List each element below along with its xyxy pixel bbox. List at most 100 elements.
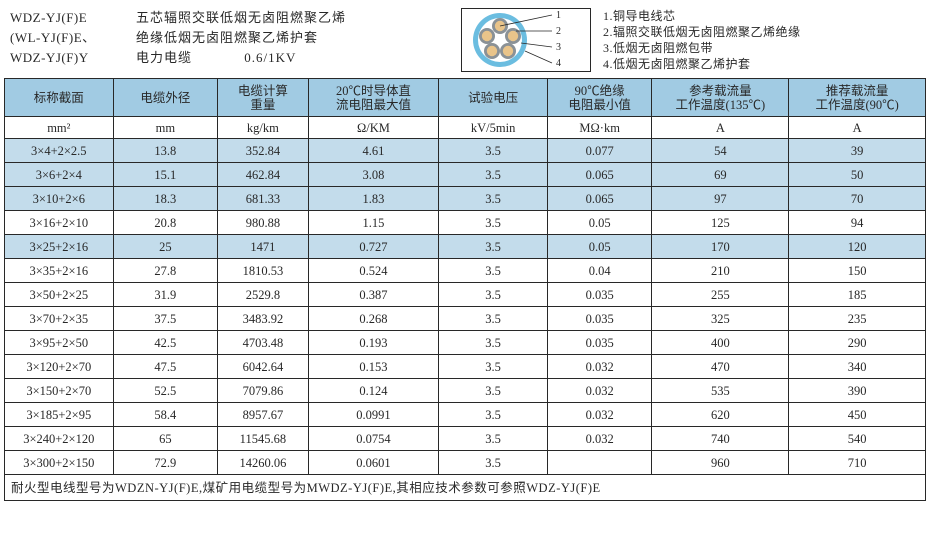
data-cell: 1471	[218, 235, 308, 259]
data-cell: 8957.67	[218, 403, 308, 427]
unit-cell: A	[789, 117, 926, 139]
col-header: 90℃绝缘电阻最小值	[547, 79, 652, 117]
data-cell: 3×4+2×2.5	[5, 139, 114, 163]
data-cell: 3×70+2×35	[5, 307, 114, 331]
data-cell: 0.032	[547, 379, 652, 403]
diagram-label: 3	[556, 42, 561, 53]
data-cell: 1.83	[308, 187, 439, 211]
data-cell: 255	[652, 283, 789, 307]
data-cell: 3×150+2×70	[5, 379, 114, 403]
data-cell: 740	[652, 427, 789, 451]
data-cell: 3×95+2×50	[5, 331, 114, 355]
data-cell: 18.3	[113, 187, 218, 211]
code-line: (WL-YJ(F)E、	[10, 28, 128, 48]
data-cell: 4.61	[308, 139, 439, 163]
data-cell: 3.5	[439, 427, 548, 451]
unit-cell: A	[652, 117, 789, 139]
data-cell: 15.1	[113, 163, 218, 187]
page-root: WDZ-YJ(F)E (WL-YJ(F)E、 WDZ-YJ(F)Y 五芯辐照交联…	[0, 0, 930, 505]
data-cell: 470	[652, 355, 789, 379]
data-cell: 6042.64	[218, 355, 308, 379]
data-cell: 0.065	[547, 163, 652, 187]
data-cell: 710	[789, 451, 926, 475]
data-cell: 3×25+2×16	[5, 235, 114, 259]
data-cell: 0.0754	[308, 427, 439, 451]
data-cell: 2529.8	[218, 283, 308, 307]
data-cell: 185	[789, 283, 926, 307]
data-cell: 0.193	[308, 331, 439, 355]
cable-type: 电力电缆	[136, 50, 192, 65]
data-cell: 72.9	[113, 451, 218, 475]
data-cell: 54	[652, 139, 789, 163]
data-cell: 14260.06	[218, 451, 308, 475]
data-cell: 3×16+2×10	[5, 211, 114, 235]
unit-cell: mm	[113, 117, 218, 139]
table-row: 3×120+2×7047.56042.640.1533.50.032470340	[5, 355, 926, 379]
data-cell: 290	[789, 331, 926, 355]
data-cell: 0.04	[547, 259, 652, 283]
data-cell: 3×10+2×6	[5, 187, 114, 211]
data-cell: 3.5	[439, 187, 548, 211]
data-cell: 400	[652, 331, 789, 355]
data-cell: 3.5	[439, 259, 548, 283]
unit-cell: Ω/KM	[308, 117, 439, 139]
data-cell: 7079.86	[218, 379, 308, 403]
data-cell: 0.124	[308, 379, 439, 403]
data-cell: 340	[789, 355, 926, 379]
unit-cell: MΩ·km	[547, 117, 652, 139]
unit-cell: kV/5min	[439, 117, 548, 139]
col-header: 参考载流量工作温度(135℃)	[652, 79, 789, 117]
unit-cell: mm²	[5, 117, 114, 139]
data-cell: 0.153	[308, 355, 439, 379]
table-row: 3×185+2×9558.48957.670.09913.50.03262045…	[5, 403, 926, 427]
data-cell: 39	[789, 139, 926, 163]
col-header: 电缆计算重量	[218, 79, 308, 117]
title-line: 电力电缆 0.6/1KV	[136, 48, 453, 68]
data-cell: 0.035	[547, 283, 652, 307]
diagram-svg: 1 2 3 4	[462, 9, 590, 71]
data-cell: 1.15	[308, 211, 439, 235]
data-cell: 540	[789, 427, 926, 451]
data-cell: 3.5	[439, 451, 548, 475]
data-cell: 0.032	[547, 355, 652, 379]
title-block: 五芯辐照交联低烟无卤阻燃聚乙烯 绝缘低烟无卤阻燃聚乙烯护套 电力电缆 0.6/1…	[136, 8, 453, 68]
data-cell: 0.0601	[308, 451, 439, 475]
col-header: 标称截面	[5, 79, 114, 117]
data-cell: 0.035	[547, 331, 652, 355]
table-row: 3×150+2×7052.57079.860.1243.50.032535390	[5, 379, 926, 403]
col-header: 试验电压	[439, 79, 548, 117]
data-cell: 3.5	[439, 331, 548, 355]
diagram-label: 1	[556, 10, 561, 21]
legend-line: 2.辐照交联低烟无卤阻燃聚乙烯绝缘	[603, 24, 920, 40]
table-foot: 耐火型电线型号为WDZN-YJ(F)E,煤矿用电缆型号为MWDZ-YJ(F)E,…	[5, 475, 926, 501]
table-row: 3×240+2×1206511545.680.07543.50.03274054…	[5, 427, 926, 451]
data-cell: 0.727	[308, 235, 439, 259]
header: WDZ-YJ(F)E (WL-YJ(F)E、 WDZ-YJ(F)Y 五芯辐照交联…	[4, 6, 926, 78]
data-cell: 31.9	[113, 283, 218, 307]
unit-cell: kg/km	[218, 117, 308, 139]
table-body: mm²mmkg/kmΩ/KMkV/5minMΩ·kmAA 3×4+2×2.513…	[5, 117, 926, 475]
diagram-label: 4	[556, 58, 561, 69]
data-cell: 681.33	[218, 187, 308, 211]
data-cell: 0.387	[308, 283, 439, 307]
data-cell: 3.5	[439, 403, 548, 427]
data-cell: 4703.48	[218, 331, 308, 355]
data-cell: 20.8	[113, 211, 218, 235]
data-cell: 3.5	[439, 379, 548, 403]
data-cell: 150	[789, 259, 926, 283]
data-cell: 42.5	[113, 331, 218, 355]
legend-line: 1.铜导电线芯	[603, 8, 920, 24]
data-cell: 25	[113, 235, 218, 259]
data-cell: 58.4	[113, 403, 218, 427]
data-cell: 37.5	[113, 307, 218, 331]
data-cell: 210	[652, 259, 789, 283]
table-row: 3×6+2×415.1462.843.083.50.0656950	[5, 163, 926, 187]
data-cell: 980.88	[218, 211, 308, 235]
data-cell: 11545.68	[218, 427, 308, 451]
code-line: WDZ-YJ(F)Y	[10, 48, 128, 68]
data-cell: 3.5	[439, 235, 548, 259]
data-cell: 390	[789, 379, 926, 403]
legend-line: 4.低烟无卤阻燃聚乙烯护套	[603, 56, 920, 72]
data-cell: 352.84	[218, 139, 308, 163]
data-cell: 125	[652, 211, 789, 235]
